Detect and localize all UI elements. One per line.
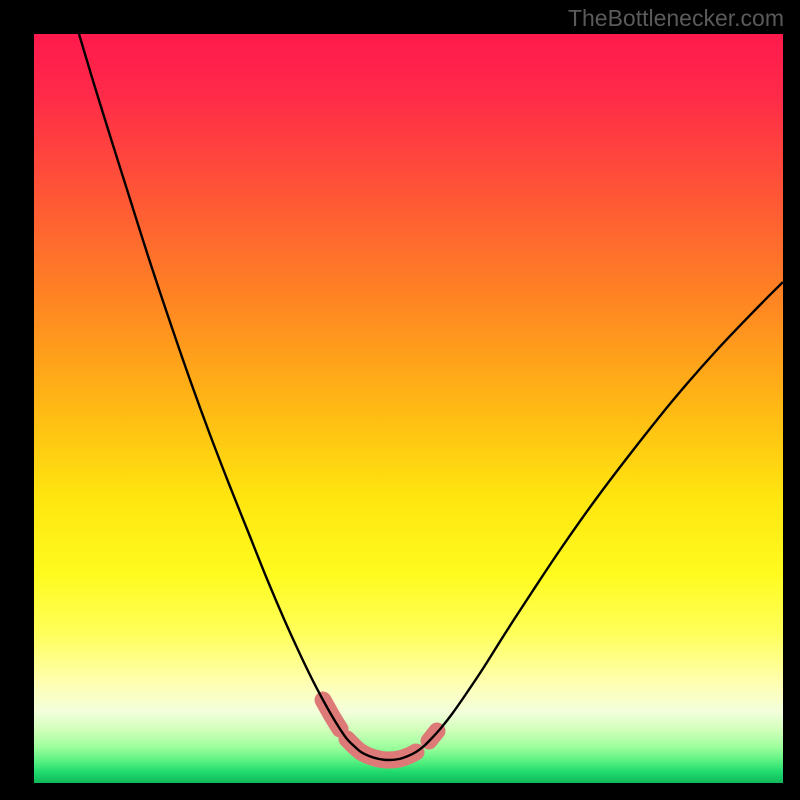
- watermark-text: TheBottlenecker.com: [568, 5, 784, 32]
- plot-area: [34, 34, 783, 783]
- bottleneck-curve: [79, 34, 783, 760]
- curve-layer: [34, 34, 783, 783]
